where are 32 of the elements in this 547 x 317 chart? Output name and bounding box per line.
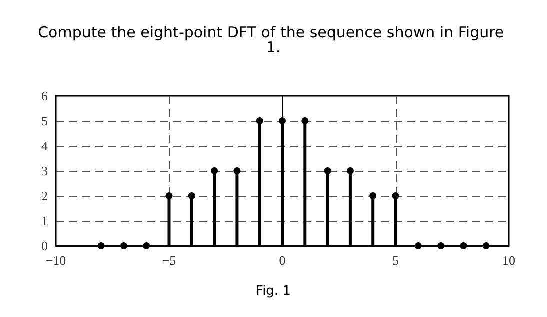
y-tick-label: 0 (42, 238, 48, 254)
point (98, 242, 105, 250)
caption: Fig. 1 (256, 284, 291, 299)
point (324, 168, 332, 174)
x-tick-label: −5 (162, 253, 176, 268)
point (482, 242, 490, 250)
x-tick-label: −10 (46, 253, 66, 268)
chart-title: Compute the eight-point DFT of the sequence shown in Figure 1. (38, 24, 509, 56)
point (460, 242, 468, 250)
y-tick-label: 6 (42, 88, 48, 104)
point (438, 242, 445, 250)
point (414, 242, 422, 250)
y-tick-label: 1 (42, 214, 48, 228)
point (188, 192, 196, 200)
point (370, 192, 377, 200)
y-tick-label: 3 (42, 164, 48, 178)
y-tick-label: 2 (42, 188, 48, 204)
point (120, 242, 128, 250)
y-tick-label: 5 (42, 114, 48, 128)
point (256, 118, 264, 124)
y-tick-label: 4 (42, 138, 48, 154)
point (392, 192, 400, 200)
point (234, 168, 241, 174)
point (143, 242, 150, 250)
x-tick-label: 5 (392, 253, 399, 268)
x-tick-label: 10 (502, 253, 516, 268)
point (302, 118, 309, 124)
point (279, 118, 286, 124)
x-tick-label: 0 (279, 253, 286, 268)
point (166, 192, 173, 200)
point (211, 168, 218, 174)
point (346, 168, 354, 174)
